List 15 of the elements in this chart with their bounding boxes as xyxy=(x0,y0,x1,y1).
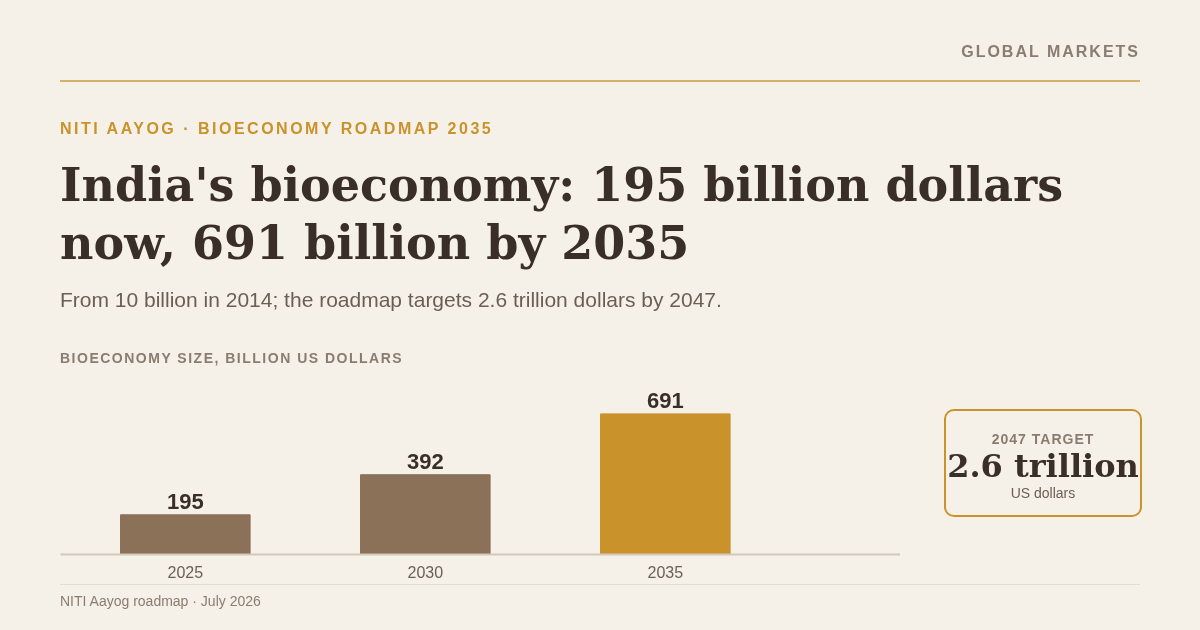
x-tick-label: 2025 xyxy=(167,563,204,581)
y-axis-title: BIOECONOMY SIZE, BILLION US DOLLARS xyxy=(59,350,404,366)
x-tick-label: 2030 xyxy=(407,563,444,581)
data-label: 195 xyxy=(166,488,204,514)
chart-title: India's bioeconomy: 195 billion dollars now, 691 billion by 2035 xyxy=(59,157,1065,272)
text: 2.6 trillion xyxy=(946,447,1140,485)
chart-subtitle: From 10 billion in 2014; the roadmap targets 2.6 trillion dollars by 2047. xyxy=(59,288,722,312)
data-label: 691 xyxy=(646,387,684,413)
text: US dollars xyxy=(1009,485,1077,501)
x-tick-label: 2035 xyxy=(647,563,684,581)
text: NITI Aayog roadmap · July 2026 xyxy=(60,584,1140,609)
data-label: 392 xyxy=(406,448,444,474)
text: GLOBAL MARKETS xyxy=(961,43,1140,61)
text: NITI AAYOG · BIOECONOMY ROADMAP 2035 xyxy=(59,120,494,138)
text: 2047 TARGET xyxy=(990,430,1096,447)
